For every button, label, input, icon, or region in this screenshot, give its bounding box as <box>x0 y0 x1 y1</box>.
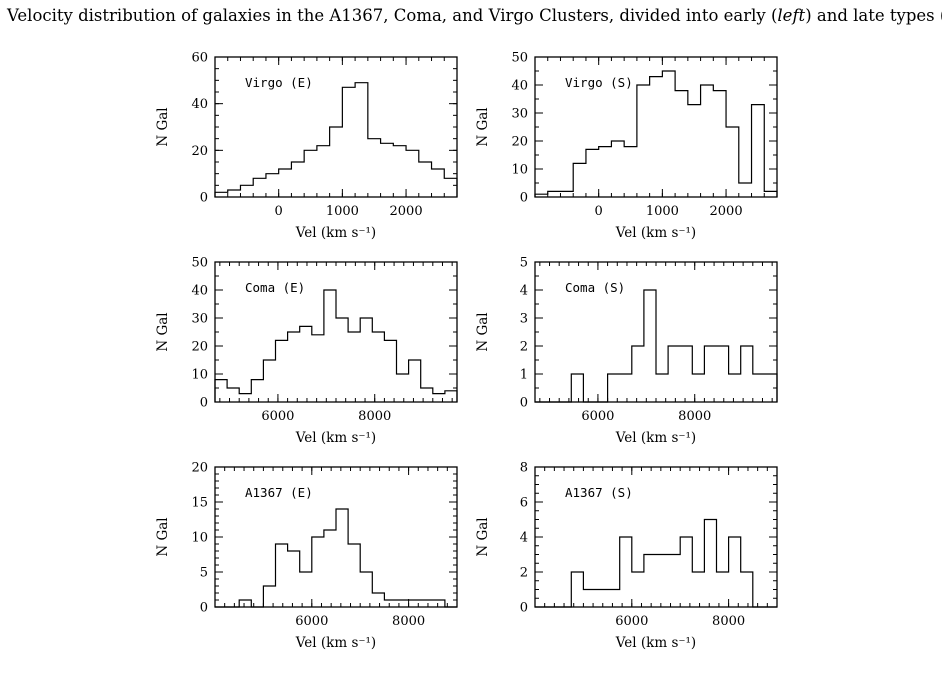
svg-text:N Gal: N Gal <box>155 312 171 351</box>
svg-text:0: 0 <box>275 204 283 219</box>
svg-text:2: 2 <box>520 340 528 355</box>
panel-coma-e: 6000 8000 0 10 20 30 40 50 Coma (E) Vel (km s⁻¹) N… <box>151 252 471 457</box>
svg-text:40: 40 <box>191 97 208 112</box>
svg-text:0: 0 <box>520 601 528 616</box>
svg-text:8000: 8000 <box>712 614 745 629</box>
svg-text:Vel (km s⁻¹): Vel (km s⁻¹) <box>615 225 696 241</box>
svg-text:20: 20 <box>191 340 208 355</box>
svg-text:Vel (km s⁻¹): Vel (km s⁻¹) <box>615 430 696 446</box>
panel-virgo-e: 0 1000 2000 0 20 40 60 Virgo (E) Vel (km s⁻¹) N G… <box>151 47 471 252</box>
caption-text-1: Velocity distribution of galaxies in the… <box>7 6 778 25</box>
svg-text:50: 50 <box>511 51 528 66</box>
svg-text:Vel (km s⁻¹): Vel (km s⁻¹) <box>615 635 696 651</box>
histogram-svg-a1367-s: 6000 8000 0 2 4 6 8 A1367 (S) Vel (km s⁻¹) N Gal <box>475 461 778 651</box>
svg-text:8000: 8000 <box>358 409 391 424</box>
svg-text:A1367 (E): A1367 (E) <box>245 485 313 500</box>
svg-text:N Gal: N Gal <box>475 517 491 556</box>
caption-italic-left: left <box>777 6 806 25</box>
svg-text:2: 2 <box>520 566 528 581</box>
histogram-svg-virgo-e: 0 1000 2000 0 20 40 60 Virgo (E) Vel (km s⁻¹) N G… <box>155 51 458 241</box>
svg-text:Virgo (S): Virgo (S) <box>565 75 633 90</box>
svg-text:20: 20 <box>191 461 208 476</box>
svg-text:0: 0 <box>595 204 603 219</box>
svg-text:0: 0 <box>200 191 208 206</box>
caption-text-2: ) and late types ( <box>805 6 942 25</box>
svg-text:2000: 2000 <box>710 204 743 219</box>
svg-text:20: 20 <box>191 144 208 159</box>
svg-text:30: 30 <box>511 107 528 122</box>
svg-text:10: 10 <box>191 531 208 546</box>
svg-text:1000: 1000 <box>326 204 359 219</box>
svg-text:6000: 6000 <box>581 409 614 424</box>
svg-text:15: 15 <box>191 496 208 511</box>
svg-text:50: 50 <box>191 256 208 271</box>
svg-text:Coma (E): Coma (E) <box>245 280 305 295</box>
panel-virgo-s: 0 1000 2000 0 10 20 30 40 50 Virgo (S) Vel (km s⁻¹… <box>471 47 791 252</box>
svg-text:0: 0 <box>520 396 528 411</box>
histogram-svg-virgo-s: 0 1000 2000 0 10 20 30 40 50 Virgo (S) Vel (km s⁻¹… <box>475 51 778 241</box>
svg-text:6: 6 <box>520 496 528 511</box>
histogram-svg-a1367-e: 6000 8000 0 5 10 15 20 A1367 (E) Vel (km s⁻¹) N G… <box>155 461 458 651</box>
svg-text:20: 20 <box>511 135 528 150</box>
svg-text:8000: 8000 <box>392 614 425 629</box>
svg-text:1: 1 <box>520 368 528 383</box>
svg-text:6000: 6000 <box>261 409 294 424</box>
svg-text:Vel (km s⁻¹): Vel (km s⁻¹) <box>295 635 376 651</box>
svg-text:5: 5 <box>200 566 208 581</box>
histogram-svg-coma-s: 6000 8000 0 1 2 3 4 5 Coma (S) Vel (km s⁻¹) N Gal <box>475 256 778 446</box>
svg-text:5: 5 <box>520 256 528 271</box>
svg-text:0: 0 <box>200 601 208 616</box>
svg-text:N Gal: N Gal <box>475 107 491 146</box>
svg-text:0: 0 <box>200 396 208 411</box>
svg-text:60: 60 <box>191 51 208 66</box>
svg-text:Virgo (E): Virgo (E) <box>245 75 313 90</box>
svg-text:3: 3 <box>520 312 528 327</box>
svg-text:N Gal: N Gal <box>475 312 491 351</box>
figure-caption: Velocity distribution of galaxies in the… <box>7 6 942 25</box>
svg-text:8000: 8000 <box>678 409 711 424</box>
charts-grid: 0 1000 2000 0 20 40 60 Virgo (E) Vel (km s⁻¹) N G… <box>151 47 791 662</box>
svg-text:10: 10 <box>511 163 528 178</box>
svg-text:6000: 6000 <box>615 614 648 629</box>
histogram-svg-coma-e: 6000 8000 0 10 20 30 40 50 Coma (E) Vel (km s⁻¹) N… <box>155 256 458 446</box>
svg-text:40: 40 <box>511 79 528 94</box>
svg-text:Vel (km s⁻¹): Vel (km s⁻¹) <box>295 430 376 446</box>
svg-text:Vel (km s⁻¹): Vel (km s⁻¹) <box>295 225 376 241</box>
panel-a1367-e: 6000 8000 0 5 10 15 20 A1367 (E) Vel (km s⁻¹) N G… <box>151 457 471 662</box>
svg-text:6000: 6000 <box>295 614 328 629</box>
svg-text:1000: 1000 <box>646 204 679 219</box>
svg-text:4: 4 <box>520 284 528 299</box>
svg-text:10: 10 <box>191 368 208 383</box>
svg-text:4: 4 <box>520 531 528 546</box>
panel-a1367-s: 6000 8000 0 2 4 6 8 A1367 (S) Vel (km s⁻¹) N Gal <box>471 457 791 662</box>
panel-coma-s: 6000 8000 0 1 2 3 4 5 Coma (S) Vel (km s⁻¹) N Gal <box>471 252 791 457</box>
svg-text:8: 8 <box>520 461 528 476</box>
svg-text:2000: 2000 <box>390 204 423 219</box>
svg-text:A1367 (S): A1367 (S) <box>565 485 633 500</box>
svg-text:N Gal: N Gal <box>155 517 171 556</box>
svg-text:Coma (S): Coma (S) <box>565 280 625 295</box>
svg-text:40: 40 <box>191 284 208 299</box>
svg-text:N Gal: N Gal <box>155 107 171 146</box>
svg-text:0: 0 <box>520 191 528 206</box>
svg-text:30: 30 <box>191 312 208 327</box>
